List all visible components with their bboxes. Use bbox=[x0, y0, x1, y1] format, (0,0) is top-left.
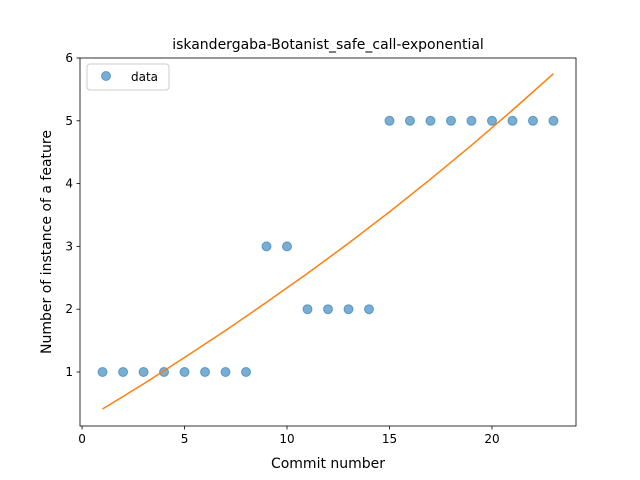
data-point bbox=[548, 115, 559, 126]
data-point bbox=[282, 241, 293, 252]
y-axis-label: Number of instance of a feature bbox=[39, 130, 55, 354]
data-point bbox=[261, 241, 272, 252]
data-point bbox=[527, 115, 538, 126]
x-tick-label: 10 bbox=[279, 432, 294, 446]
fit-line bbox=[102, 73, 554, 410]
x-tick-label: 15 bbox=[382, 432, 397, 446]
y-tick-label: 4 bbox=[65, 177, 73, 191]
data-point bbox=[466, 115, 477, 126]
data-point bbox=[384, 115, 395, 126]
chart-title: iskandergaba-Botanist_safe_call-exponent… bbox=[172, 37, 484, 53]
data-point bbox=[323, 304, 333, 315]
legend-box bbox=[86, 63, 170, 91]
data-point bbox=[486, 115, 497, 126]
x-tick-label: 5 bbox=[181, 432, 189, 446]
data-point bbox=[97, 366, 108, 377]
axes-frame bbox=[79, 57, 577, 427]
data-point bbox=[179, 366, 190, 377]
x-axis-label: Commit number bbox=[271, 456, 385, 472]
x-tick-label: 20 bbox=[484, 432, 499, 446]
data-point bbox=[507, 115, 518, 126]
y-tick-label: 3 bbox=[65, 239, 73, 253]
y-tick-label: 6 bbox=[65, 51, 73, 65]
data-point bbox=[343, 304, 354, 315]
y-tick-label: 5 bbox=[65, 114, 73, 128]
y-tick-label: 2 bbox=[65, 302, 73, 316]
plot-area: 0 5 10 15 20 1 2 3 4 5 6 bbox=[65, 51, 577, 446]
data-point bbox=[241, 366, 252, 377]
data-point bbox=[445, 115, 456, 126]
x-tick-label: 0 bbox=[78, 432, 86, 446]
data-point bbox=[363, 304, 374, 315]
data-point bbox=[138, 366, 149, 377]
y-tick-label: 1 bbox=[65, 365, 73, 379]
data-point bbox=[118, 366, 129, 377]
data-point bbox=[404, 115, 415, 126]
legend-label-data: data bbox=[131, 70, 158, 84]
legend: data bbox=[86, 63, 170, 91]
data-point bbox=[200, 366, 211, 377]
data-point bbox=[220, 366, 231, 377]
data-point bbox=[425, 115, 436, 126]
legend-marker-data bbox=[101, 71, 111, 81]
data-point bbox=[302, 304, 313, 315]
